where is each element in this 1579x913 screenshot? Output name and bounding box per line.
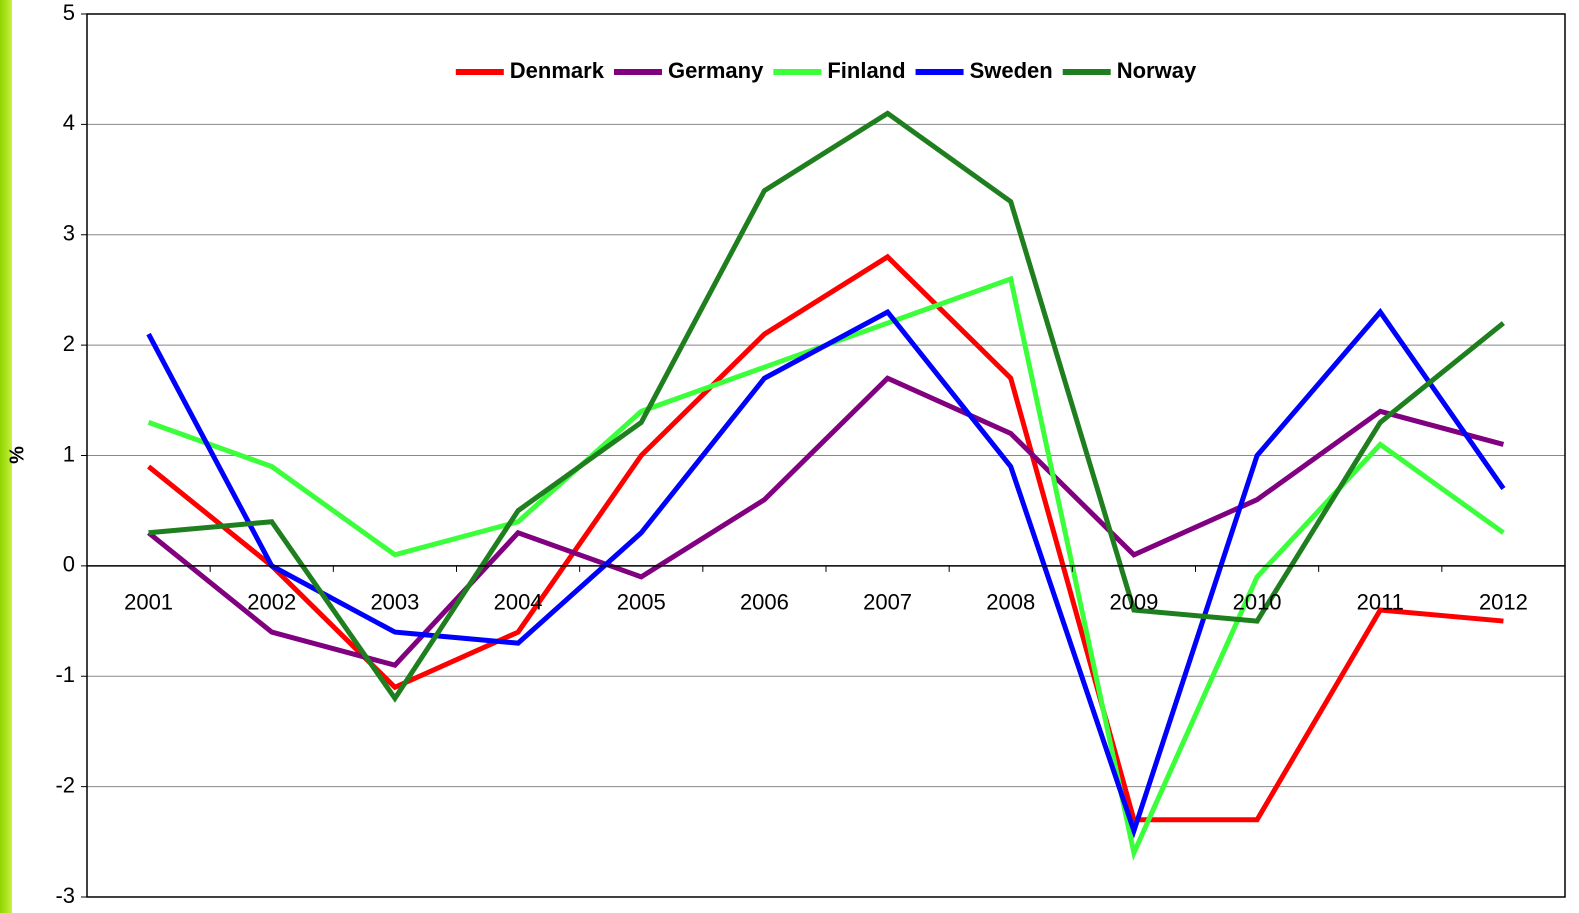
x-tick-label: 2002 xyxy=(247,590,296,615)
x-tick-label: 2001 xyxy=(124,590,173,615)
y-tick-label: -1 xyxy=(55,662,75,687)
x-tick-label: 2007 xyxy=(863,590,912,615)
x-tick-label: 2005 xyxy=(617,590,666,615)
legend-label: Sweden xyxy=(970,58,1053,83)
y-tick-label: -2 xyxy=(55,772,75,797)
y-tick-label: 0 xyxy=(63,552,75,577)
y-tick-label: 2 xyxy=(63,331,75,356)
x-tick-label: 2010 xyxy=(1233,590,1282,615)
y-axis-label: % xyxy=(6,446,28,464)
x-tick-label: 2008 xyxy=(986,590,1035,615)
y-tick-label: 5 xyxy=(63,0,75,25)
x-tick-label: 2003 xyxy=(370,590,419,615)
legend-label: Denmark xyxy=(510,58,605,83)
legend-label: Germany xyxy=(668,58,764,83)
plot-border xyxy=(86,13,1566,898)
y-tick-label: 1 xyxy=(63,441,75,466)
x-tick-label: 2012 xyxy=(1479,590,1528,615)
x-tick-label: 2006 xyxy=(740,590,789,615)
y-tick-label: -3 xyxy=(55,883,75,908)
x-tick-label: 2004 xyxy=(494,590,543,615)
x-tick-label: 2009 xyxy=(1109,590,1158,615)
y-tick-label: 4 xyxy=(63,110,75,135)
series-line xyxy=(147,253,1504,823)
side-stripe xyxy=(0,0,12,913)
y-tick-label: 3 xyxy=(63,221,75,246)
series-line xyxy=(148,110,1505,703)
x-tick-label: 2011 xyxy=(1357,590,1404,615)
series-line xyxy=(146,307,1506,839)
series-line xyxy=(147,375,1505,669)
legend-label: Finland xyxy=(827,58,905,83)
legend-label: Norway xyxy=(1117,58,1197,83)
